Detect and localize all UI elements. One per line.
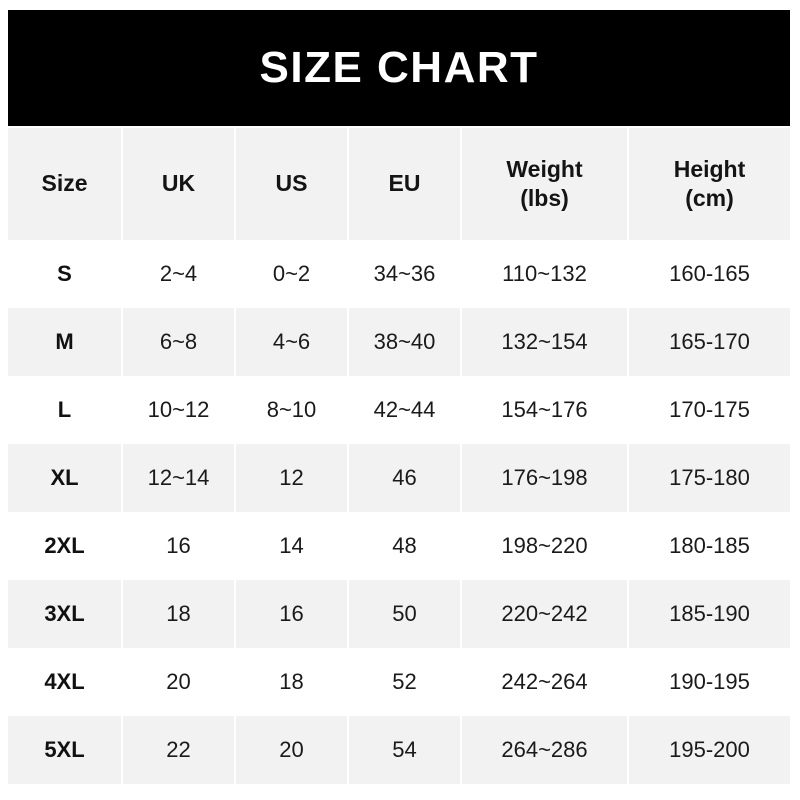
cell-us: 16 bbox=[235, 580, 349, 648]
column-header-size-line1: Size bbox=[41, 170, 88, 197]
size-chart-table: Size UK US EU Weight (lbs) Height (cm) bbox=[8, 128, 790, 784]
table-row: 4XL 20 18 52 242~264 190-195 bbox=[8, 648, 790, 716]
cell-us: 18 bbox=[235, 648, 349, 716]
cell-eu: 52 bbox=[348, 648, 462, 716]
column-header-weight-line2: (lbs) bbox=[520, 185, 569, 211]
cell-height: 195-200 bbox=[669, 736, 750, 762]
cell-size: XL bbox=[8, 444, 123, 512]
table-row: 2XL 16 14 48 198~220 180-185 bbox=[8, 512, 790, 580]
table-header-row: Size UK US EU Weight (lbs) Height (cm) bbox=[8, 128, 790, 240]
cell-weight: 264~286 bbox=[461, 716, 629, 784]
cell-weight: 110~132 bbox=[461, 240, 629, 308]
column-header-uk-line1: UK bbox=[161, 170, 196, 197]
cell-us: 0~2 bbox=[235, 240, 349, 308]
table-row: L 10~12 8~10 42~44 154~176 170-175 bbox=[8, 376, 790, 444]
column-header-weight-line1: Weight bbox=[506, 155, 583, 182]
cell-height: 185-190 bbox=[669, 600, 750, 626]
column-header-height-line2: (cm) bbox=[685, 185, 734, 211]
table-row: S 2~4 0~2 34~36 110~132 160-165 bbox=[8, 240, 790, 308]
cell-uk: 20 bbox=[122, 648, 236, 716]
cell-uk: 10~12 bbox=[122, 376, 236, 444]
cell-height: 160-165 bbox=[669, 260, 750, 286]
cell-size: 4XL bbox=[8, 648, 123, 716]
cell-uk: 6~8 bbox=[122, 308, 236, 376]
cell-height: 175-180 bbox=[669, 464, 750, 490]
cell-us: 8~10 bbox=[235, 376, 349, 444]
cell-height: 165-170 bbox=[669, 328, 750, 354]
cell-uk: 16 bbox=[122, 512, 236, 580]
cell-weight: 220~242 bbox=[461, 580, 629, 648]
cell-weight: 198~220 bbox=[461, 512, 629, 580]
cell-eu: 50 bbox=[348, 580, 462, 648]
column-header-us: US bbox=[235, 128, 349, 240]
cell-height: 180-185 bbox=[669, 532, 750, 558]
column-header-size: Size bbox=[8, 128, 123, 240]
page-title: SIZE CHART bbox=[259, 43, 539, 92]
cell-weight: 242~264 bbox=[461, 648, 629, 716]
cell-size: S bbox=[8, 240, 123, 308]
cell-us: 12 bbox=[235, 444, 349, 512]
title-banner: SIZE CHART bbox=[8, 10, 790, 126]
cell-size: 3XL bbox=[8, 580, 123, 648]
cell-weight: 176~198 bbox=[461, 444, 629, 512]
cell-us: 14 bbox=[235, 512, 349, 580]
cell-eu: 38~40 bbox=[348, 308, 462, 376]
cell-weight: 154~176 bbox=[461, 376, 629, 444]
cell-eu: 34~36 bbox=[348, 240, 462, 308]
cell-eu: 48 bbox=[348, 512, 462, 580]
column-header-uk: UK bbox=[122, 128, 236, 240]
column-header-eu-line1: EU bbox=[388, 170, 421, 197]
cell-eu: 46 bbox=[348, 444, 462, 512]
cell-us: 4~6 bbox=[235, 308, 349, 376]
cell-uk: 12~14 bbox=[122, 444, 236, 512]
column-header-us-line1: US bbox=[275, 170, 308, 197]
cell-size: 5XL bbox=[8, 716, 123, 784]
column-header-eu: EU bbox=[348, 128, 462, 240]
cell-us: 20 bbox=[235, 716, 349, 784]
cell-height: 190-195 bbox=[669, 668, 750, 694]
cell-eu: 54 bbox=[348, 716, 462, 784]
table-header: Size UK US EU Weight (lbs) Height (cm) bbox=[8, 128, 790, 240]
column-header-weight: Weight (lbs) bbox=[461, 128, 629, 240]
table-row: 5XL 22 20 54 264~286 195-200 bbox=[8, 716, 790, 784]
table-row: XL 12~14 12 46 176~198 175-180 bbox=[8, 444, 790, 512]
cell-height: 170-175 bbox=[669, 396, 750, 422]
cell-size: 2XL bbox=[8, 512, 123, 580]
cell-uk: 18 bbox=[122, 580, 236, 648]
column-header-height-line1: Height bbox=[673, 155, 746, 182]
table-body: S 2~4 0~2 34~36 110~132 160-165 M 6~8 4~… bbox=[8, 240, 790, 784]
cell-size: M bbox=[8, 308, 123, 376]
cell-weight: 132~154 bbox=[461, 308, 629, 376]
cell-eu: 42~44 bbox=[348, 376, 462, 444]
cell-uk: 2~4 bbox=[122, 240, 236, 308]
column-header-height: Height (cm) bbox=[628, 128, 790, 240]
table-row: 3XL 18 16 50 220~242 185-190 bbox=[8, 580, 790, 648]
cell-uk: 22 bbox=[122, 716, 236, 784]
table-row: M 6~8 4~6 38~40 132~154 165-170 bbox=[8, 308, 790, 376]
cell-size: L bbox=[8, 376, 123, 444]
